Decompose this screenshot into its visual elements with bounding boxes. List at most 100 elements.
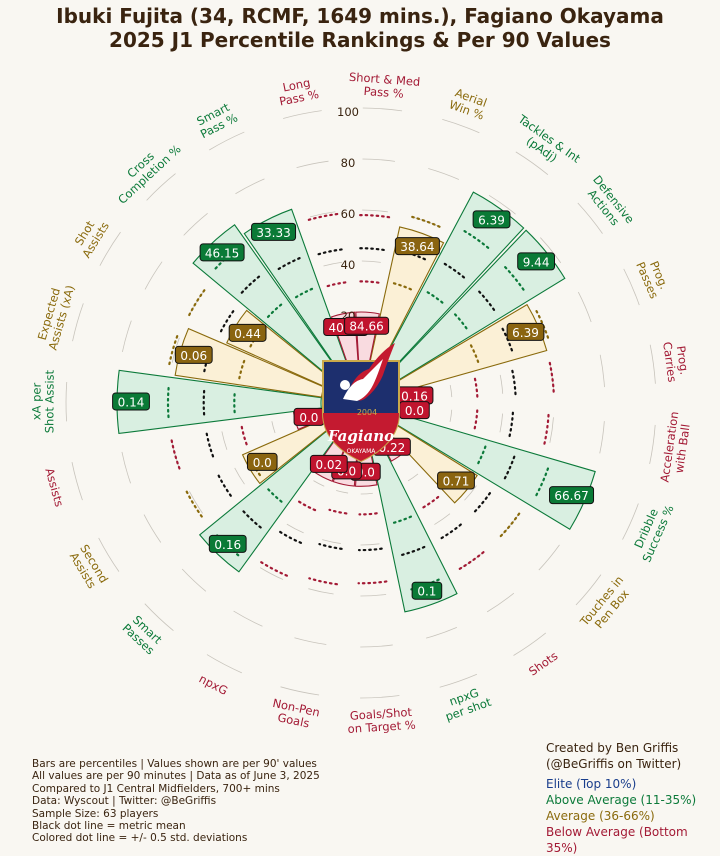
grid-arc [294, 638, 326, 645]
value-label: 0.0 [405, 404, 424, 418]
mean-dot-line [319, 249, 342, 254]
sd-dot-line [475, 410, 478, 428]
value-label: 38.64 [400, 240, 434, 254]
metric-label: Prog.Carries [660, 339, 692, 383]
note-line: Bars are percentiles | Values shown are … [32, 758, 320, 770]
metric-label-line: npxG [197, 671, 230, 697]
value-label: 0.0 [253, 456, 272, 470]
grid-arc [235, 468, 245, 484]
grid-arc [313, 481, 324, 487]
grid-arc [578, 292, 591, 322]
legend-above: Above Average (11-35%) [546, 792, 720, 808]
grid-arc [360, 594, 386, 596]
sd-dot-line [261, 562, 287, 575]
title-line-1: Ibuki Fujita (34, RCMF, 1649 mins.), Fag… [0, 4, 720, 28]
grid-arc [235, 179, 264, 194]
sd-dot-line [186, 491, 202, 517]
sd-dot-line [309, 578, 337, 584]
value-label: 0.02 [315, 458, 342, 472]
metric-label: npxG [197, 671, 230, 697]
grid-arc [66, 382, 67, 421]
sd-dot-line [328, 282, 346, 286]
grid-arc [73, 303, 84, 341]
grid-arc [440, 674, 477, 687]
mean-dot-line [360, 248, 384, 250]
sd-dot-line [423, 497, 438, 508]
grid-arc [184, 213, 208, 235]
sd-dot-line [242, 426, 247, 444]
grid-arc [442, 119, 479, 132]
grid-arc [272, 421, 275, 433]
grid-arc [361, 493, 373, 494]
grid-arc [287, 524, 304, 533]
grid-arc [72, 462, 82, 500]
grid-arc [550, 417, 554, 443]
grid-arc [600, 355, 604, 387]
sd-dot-line [360, 281, 379, 282]
value-label: 9.44 [523, 255, 550, 269]
chart-title: Ibuki Fujita (34, RCMF, 1649 mins.), Fag… [0, 4, 720, 52]
credit-line: Created by Ben Griffis [546, 740, 720, 756]
grid-arc [428, 168, 459, 179]
radial-tick-label: 80 [341, 156, 356, 170]
radial-tick-label: 60 [341, 207, 356, 221]
value-label: 66.67 [554, 489, 588, 503]
metric-label-line: Pass % [363, 84, 404, 101]
value-label: 84.66 [349, 320, 383, 334]
sd-dot-line [299, 502, 315, 510]
legend-below: Below Average (Bottom 35%) [546, 824, 720, 856]
value-label: 6.39 [478, 213, 505, 227]
note-line: Black dot line = metric mean [32, 820, 320, 832]
grid-arc [122, 321, 131, 352]
mean-dot-line [441, 525, 461, 539]
grid-arc [360, 645, 392, 647]
note-line: Colored dot line = +/- 0.5 std. deviatio… [32, 832, 320, 844]
value-label: 6.39 [512, 326, 539, 340]
title-line-2: 2025 J1 Percentile Rankings & Per 90 Val… [0, 28, 720, 52]
value-label: 0.0 [299, 411, 318, 425]
value-label: 0.71 [443, 474, 470, 488]
grid-arc [234, 611, 263, 626]
grid-arc [500, 414, 503, 433]
grid-arc [363, 108, 402, 111]
value-label: 0.44 [234, 327, 261, 341]
metric-label-line: Shot Assist [42, 369, 56, 433]
grid-arc [426, 627, 457, 638]
grid-arc [450, 385, 452, 397]
grid-arc [324, 262, 343, 266]
grid-arc [207, 655, 242, 673]
note-line: Sample Size: 63 players [32, 808, 320, 820]
grid-arc [360, 695, 399, 698]
grid-arc [362, 210, 388, 212]
grid-arc [336, 491, 348, 494]
grid-arc [145, 262, 162, 290]
club-logo: 2004 Fagiano OKAYAMA [323, 343, 399, 461]
mean-dot-line [510, 413, 513, 436]
mean-dot-line [474, 493, 489, 512]
note-line: All values are per 90 minutes | Data as … [32, 770, 320, 782]
metric-label: Prog.Passes [633, 255, 673, 301]
logo-year: 2004 [357, 408, 377, 417]
credit-line: (@BeGriffis on Twitter) [546, 756, 720, 772]
grid-arc [650, 345, 655, 384]
grid-arc [362, 261, 381, 262]
grid-arc [361, 544, 380, 545]
grid-arc [600, 421, 605, 453]
sd-dot-line [359, 513, 376, 514]
mean-dot-line [319, 544, 341, 549]
chart-notes: Bars are percentiles | Values shown are … [32, 758, 320, 845]
mean-dot-line [512, 371, 515, 395]
value-label: 46.15 [205, 246, 239, 260]
sd-dot-line [475, 379, 477, 397]
grid-arc [281, 687, 320, 695]
